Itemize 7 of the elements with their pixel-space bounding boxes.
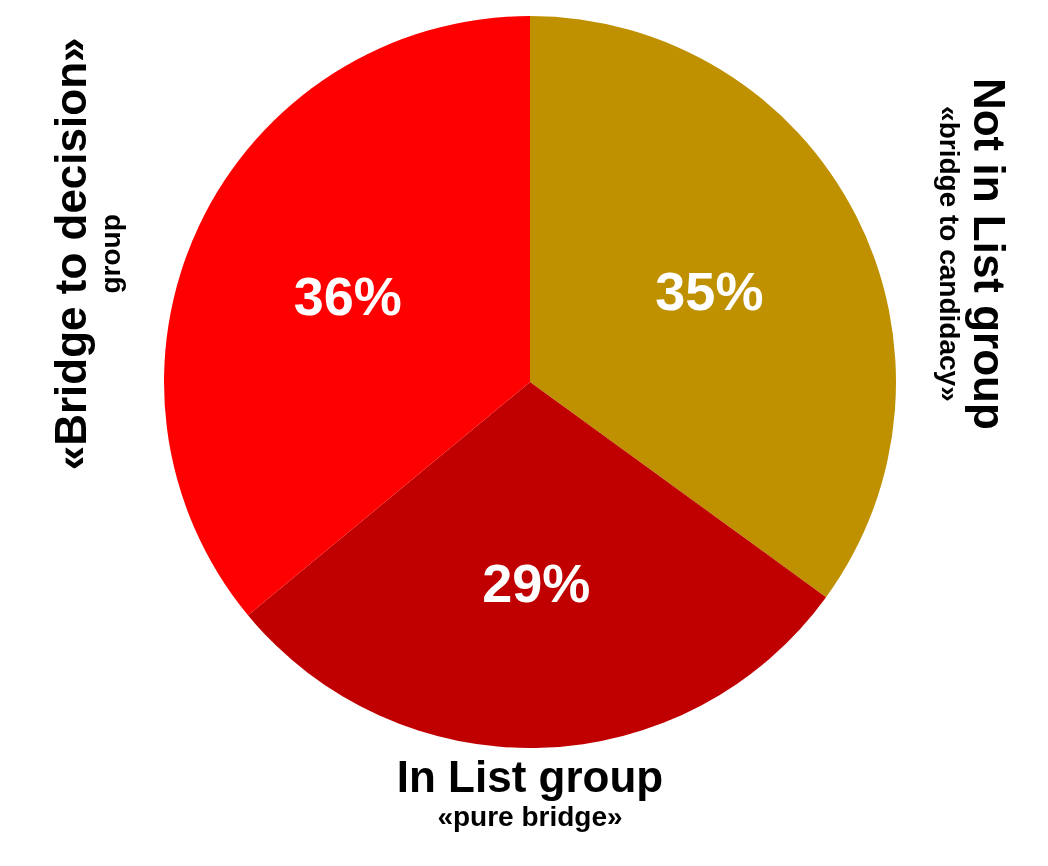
slice-label: «Bridge to decision» group xyxy=(46,37,126,471)
data-label: 35% xyxy=(655,260,764,321)
pie-slice xyxy=(247,382,827,748)
slice-label: In List group «pure bridge» xyxy=(396,752,664,832)
data-label: 29% xyxy=(482,553,591,614)
slice-label: Not in List group «bridge to candidacy» xyxy=(934,77,1014,430)
data-label: 36% xyxy=(293,266,402,327)
